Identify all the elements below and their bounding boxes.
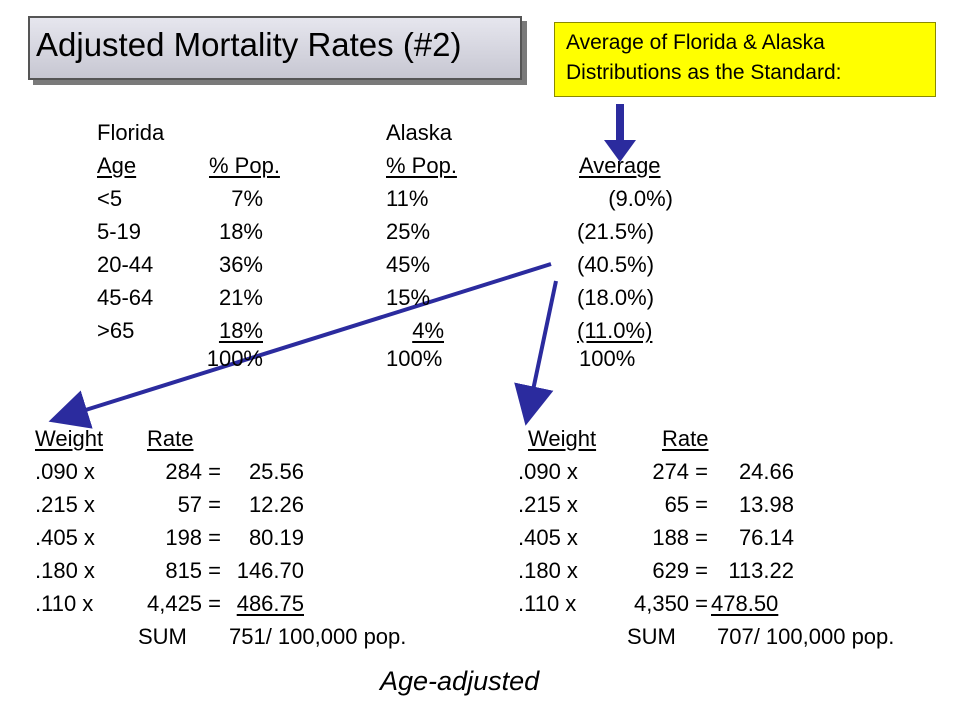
alaska-pct: 15%: [386, 285, 431, 310]
average-total: 100%: [579, 346, 636, 371]
right-product: 76.14: [738, 525, 794, 550]
right-product: 13.98: [738, 492, 794, 517]
left-weight: .180 x: [35, 558, 95, 583]
right-rate-header: Rate: [662, 426, 709, 451]
left-weight: .405 x: [35, 525, 95, 550]
right-product: 113.22: [728, 558, 794, 583]
right-rate: 4,350 =: [633, 591, 708, 616]
florida-pct: 36%: [218, 252, 263, 277]
age-label: 45-64: [97, 285, 154, 310]
header-pct-pop-florida: % Pop.: [209, 153, 280, 178]
arrow-to-right-calc: [514, 280, 558, 426]
right-weight: .110 x: [518, 591, 577, 616]
left-rate-header: Rate: [147, 426, 194, 451]
right-weight: .405 x: [518, 525, 578, 550]
left-product: 80.19: [248, 525, 304, 550]
alaska-total: 100%: [386, 346, 443, 371]
average-pct: (21.5%): [577, 219, 655, 244]
left-product: 146.70: [236, 558, 304, 583]
left-product: 12.26: [248, 492, 304, 517]
note-line-2: Distributions as the Standard:: [566, 61, 842, 84]
alaska-pct: 45%: [386, 252, 431, 277]
left-rate: 4,425 =: [146, 591, 221, 616]
left-sum-value: 751/ 100,000 pop.: [229, 624, 407, 649]
left-product: 486.75: [236, 591, 304, 616]
header-florida: Florida: [97, 120, 165, 145]
left-weight: .110 x: [35, 591, 94, 616]
florida-pct: 7%: [231, 186, 263, 211]
average-pct: (40.5%): [577, 252, 655, 277]
alaska-pct: 4%: [412, 318, 444, 343]
right-rate: 65 =: [664, 492, 708, 517]
average-pct: (18.0%): [577, 285, 655, 310]
florida-total: 100%: [206, 346, 263, 371]
alaska-pct: 11%: [386, 186, 429, 211]
right-weight-header: Weight: [528, 426, 597, 451]
right-rate: 274 =: [652, 459, 708, 484]
right-product: 478.50: [711, 591, 779, 616]
right-weight: .215 x: [518, 492, 578, 517]
right-weight: .090 x: [518, 459, 578, 484]
down-arrow-head: [604, 140, 636, 162]
florida-pct: 18%: [218, 219, 263, 244]
right-product: 24.66: [738, 459, 794, 484]
left-rate: 815 =: [165, 558, 221, 583]
header-age: Age: [97, 153, 137, 178]
note-box: [554, 22, 936, 97]
right-rate: 188 =: [652, 525, 708, 550]
note-line-1: Average of Florida & Alaska: [566, 31, 825, 54]
header-alaska: Alaska: [386, 120, 453, 145]
arrow-to-left-calc: [48, 262, 552, 429]
age-label: 20-44: [97, 252, 154, 277]
right-sum-label: SUM: [627, 624, 676, 649]
header-pct-pop-alaska: % Pop.: [386, 153, 457, 178]
left-rate: 198 =: [165, 525, 221, 550]
right-sum-value: 707/ 100,000 pop.: [717, 624, 895, 649]
average-pct: (9.0%): [608, 186, 673, 211]
average-pct: (11.0%): [577, 318, 653, 343]
left-weight-header: Weight: [35, 426, 104, 451]
left-rate: 57 =: [177, 492, 221, 517]
header-average: Average: [579, 153, 661, 178]
florida-pct: 18%: [218, 318, 263, 343]
age-label: >65: [97, 318, 135, 343]
age-label: <5: [97, 186, 123, 211]
alaska-pct: 25%: [386, 219, 431, 244]
footer-caption: Age-adjusted: [380, 666, 540, 696]
right-rate: 629 =: [652, 558, 708, 583]
left-weight: .215 x: [35, 492, 95, 517]
left-sum-label: SUM: [138, 624, 187, 649]
left-product: 25.56: [248, 459, 304, 484]
right-weight: .180 x: [518, 558, 578, 583]
left-rate: 284 =: [165, 459, 221, 484]
title-box: [28, 16, 522, 80]
florida-pct: 21%: [218, 285, 263, 310]
page-title: Adjusted Mortality Rates (#2): [36, 26, 462, 63]
left-weight: .090 x: [35, 459, 95, 484]
age-label: 5-19: [97, 219, 142, 244]
